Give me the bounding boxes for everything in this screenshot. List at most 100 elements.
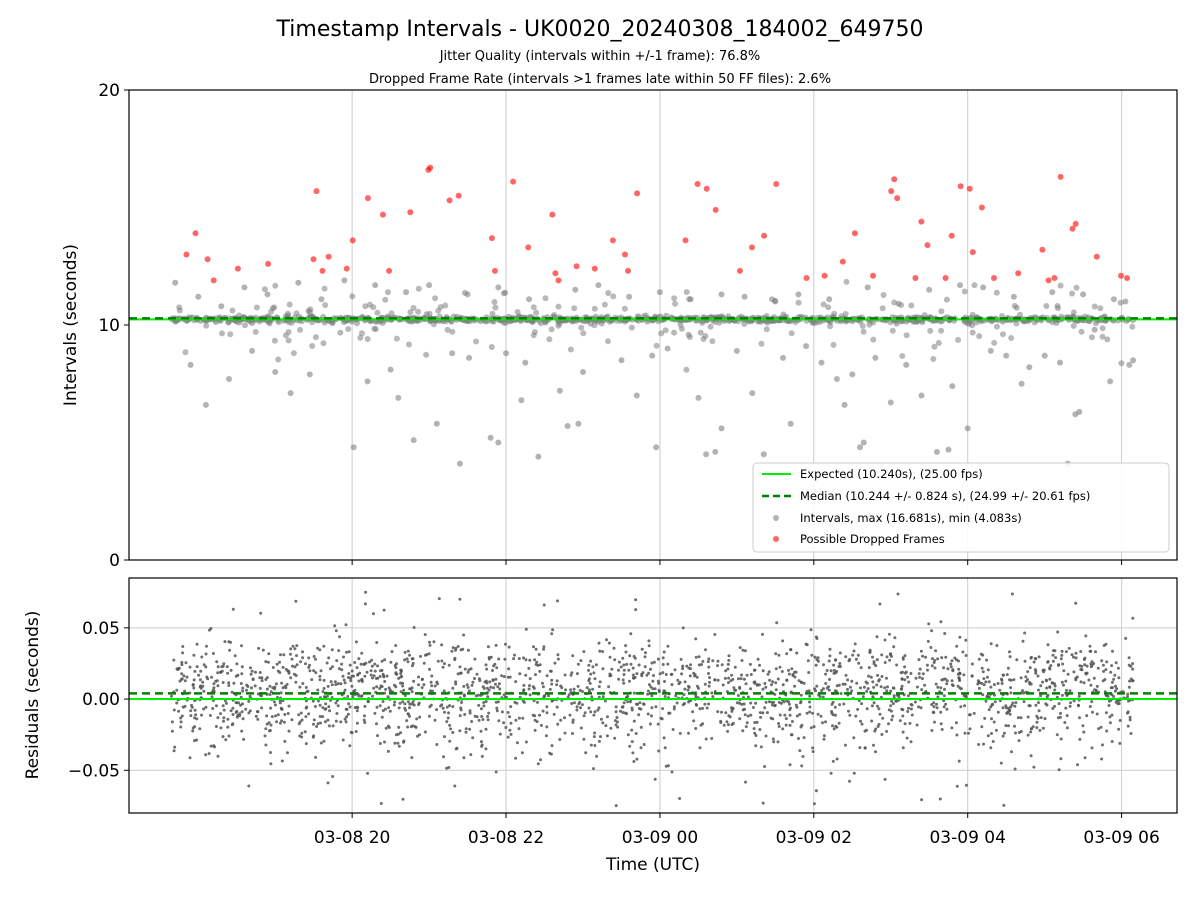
residual-point [381,672,385,676]
residual-point [639,725,643,729]
residual-point [943,687,946,691]
residual-point [233,654,237,658]
residual-point [992,720,996,724]
residual-point [886,685,889,689]
residual-point [496,685,500,689]
residual-point [919,706,923,710]
interval-point [320,340,327,347]
residual-point [181,645,185,648]
residuals-x-tick-label-2: 03-09 00 [622,828,698,848]
residual-point [539,723,543,727]
dropped-frame-point [573,263,580,270]
dropped-frame-point [310,256,317,263]
residual-point [408,702,412,706]
residual-point [802,681,806,685]
residual-point [479,707,483,711]
residual-point [661,663,665,666]
residual-point [896,592,900,596]
residual-point [498,732,502,736]
residual-point [672,705,676,709]
residual-point [942,694,946,698]
residual-point [738,646,742,650]
residual-point [787,702,791,706]
residual-point [721,683,725,687]
residual-point [990,732,993,735]
residual-point [656,679,660,683]
residual-point [512,657,516,661]
residual-point [1092,676,1096,680]
residual-point [932,701,936,705]
residual-point [964,638,968,642]
residual-point [279,653,282,657]
interval-point [372,282,379,289]
residual-point [1053,682,1056,686]
residual-point [509,721,513,725]
residual-point [711,695,715,699]
residual-point [571,654,575,658]
residual-point [920,798,924,802]
residual-point [560,686,564,690]
residual-point [410,756,414,760]
residual-point [628,700,632,704]
residual-point [753,731,757,735]
interval-point [803,343,810,350]
residual-point [932,705,936,709]
residual-point [587,688,591,692]
dropped-frame-point [749,244,755,251]
residual-point [336,682,340,686]
residual-point [542,603,546,607]
dropped-frame-point [957,183,964,190]
residual-point [542,645,546,649]
residuals-panel: 0.050.00−0.05 03-08 20 03-08 22 03-09 00 03… [23,577,1178,875]
residual-point [854,714,858,718]
residual-point [1043,717,1047,721]
residual-point [328,709,332,713]
residual-point [1041,680,1044,684]
residual-point [341,674,345,678]
residual-point [575,708,579,712]
residual-point [666,662,670,666]
residual-point [445,720,449,724]
dropped-frame-point [634,190,641,197]
interval-point [1054,305,1061,312]
residual-point [204,652,208,656]
residual-point [781,727,785,731]
residual-point [619,709,622,713]
residual-point [1088,649,1092,653]
residual-point [1082,730,1086,734]
interval-point [176,307,183,314]
residual-point [828,647,832,651]
residual-point [647,644,651,648]
interval-point [843,278,850,285]
residual-point [268,729,272,732]
residual-point [964,654,968,657]
residual-point [930,664,934,668]
residual-point [375,685,379,689]
interval-point [811,320,818,327]
residual-point [204,705,208,709]
residual-point [552,712,556,716]
residual-point [940,656,944,660]
residual-point [336,704,340,708]
residual-point [417,675,420,679]
residual-point [742,677,746,681]
residual-point [930,729,934,732]
residual-point [369,673,373,677]
residual-point [536,663,540,667]
residual-point [790,667,794,671]
residual-point [491,679,495,682]
interval-point [548,326,555,333]
interval-point [236,312,243,319]
residual-point [707,684,711,688]
residual-point [319,741,323,745]
residuals-x-tick-label-1: 03-08 22 [468,828,544,848]
residual-point [1089,683,1093,687]
residual-point [239,703,243,707]
residual-point [903,665,907,669]
interval-point [1088,334,1095,341]
interval-point [864,284,871,291]
residual-point [283,713,287,716]
residual-point [1046,693,1050,697]
residual-point [570,702,574,705]
residual-point [273,687,276,691]
